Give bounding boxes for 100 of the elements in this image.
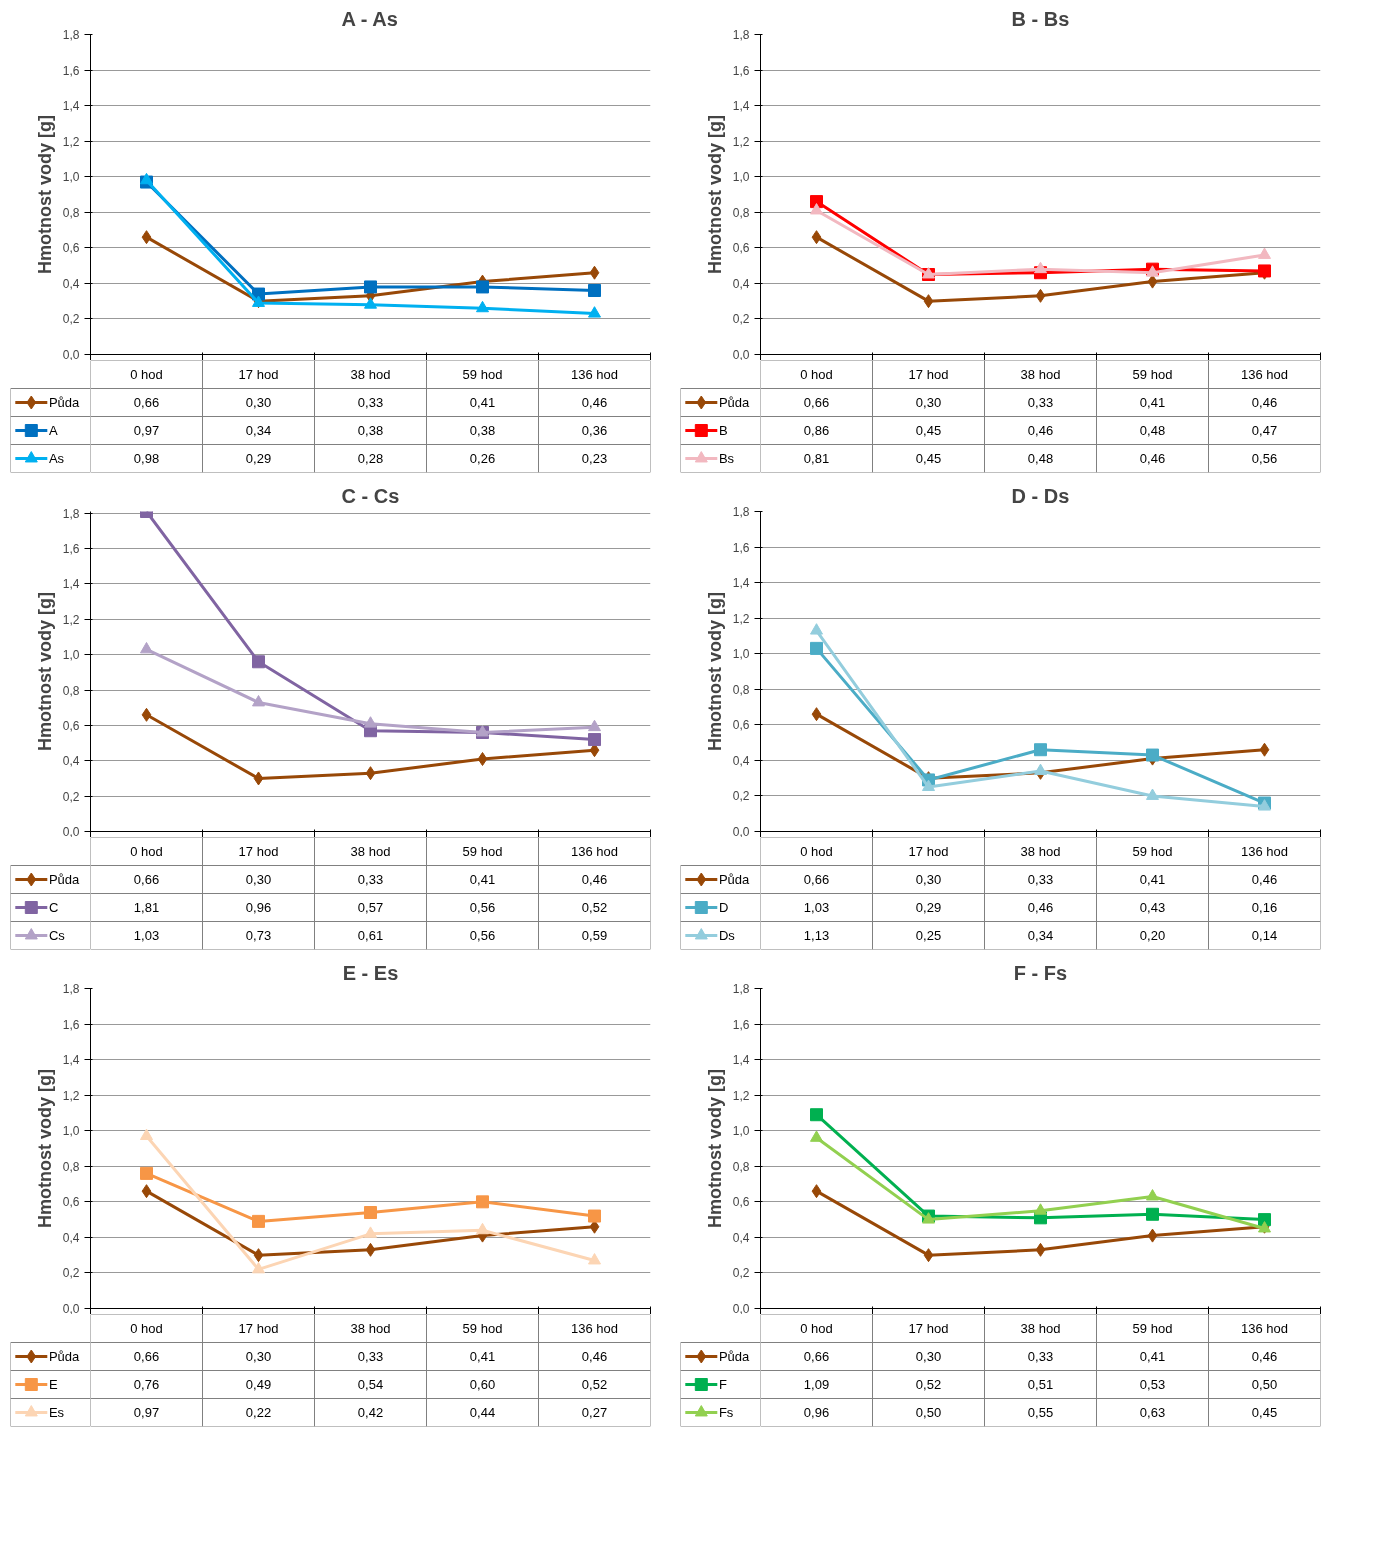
y-tick-label: 0,2 bbox=[732, 1266, 750, 1281]
data-label: 0,61 bbox=[357, 928, 384, 943]
data-label: 0,46 bbox=[1251, 395, 1278, 410]
chart-title: B - Bs bbox=[1011, 7, 1070, 30]
y-tick-label: 1,0 bbox=[732, 647, 750, 662]
x-tick-label: 0 hod bbox=[800, 367, 833, 382]
data-label: 0,14 bbox=[1251, 928, 1278, 943]
y-tick-label: 0,8 bbox=[732, 682, 750, 697]
data-label: 0,30 bbox=[245, 872, 272, 887]
data-label: 0,56 bbox=[1251, 451, 1278, 466]
x-tick-label: 59 hod bbox=[1132, 844, 1173, 859]
data-label: 0,46 bbox=[581, 872, 608, 887]
data-label: 0,66 bbox=[803, 872, 830, 887]
data-label: 0,30 bbox=[245, 395, 272, 410]
data-label: 1,13 bbox=[803, 928, 830, 943]
data-label: 0,45 bbox=[915, 423, 942, 438]
legend-label: Bs bbox=[718, 451, 735, 466]
x-tick-label: 38 hod bbox=[1020, 1321, 1061, 1336]
data-label: 0,49 bbox=[245, 1377, 272, 1392]
data-label: 0,56 bbox=[469, 900, 496, 915]
x-tick-label: 0 hod bbox=[130, 367, 163, 382]
chart-title: E - Es bbox=[342, 961, 399, 984]
data-label: 0,41 bbox=[1139, 872, 1166, 887]
data-label: 0,73 bbox=[245, 928, 272, 943]
y-tick-label: 1,0 bbox=[62, 1124, 80, 1139]
data-label: 0,96 bbox=[245, 900, 272, 915]
x-tick-label: 0 hod bbox=[800, 844, 833, 859]
data-label: 0,76 bbox=[133, 1377, 160, 1392]
data-label: 0,46 bbox=[1251, 1349, 1278, 1364]
legend-label: Es bbox=[48, 1405, 65, 1420]
data-label: 0,30 bbox=[245, 1349, 272, 1364]
x-tick-label: 17 hod bbox=[238, 1321, 279, 1336]
chart-title: D - Ds bbox=[1011, 484, 1070, 507]
y-tick-label: 0,8 bbox=[62, 683, 80, 698]
x-tick-label: 136 hod bbox=[1241, 844, 1288, 859]
data-label: 0,30 bbox=[915, 872, 942, 887]
data-label: 0,41 bbox=[1139, 1349, 1166, 1364]
data-label: 0,29 bbox=[915, 900, 942, 915]
y-axis-title: Hmotnost vody [g] bbox=[704, 591, 725, 751]
data-label: 0,23 bbox=[581, 451, 608, 466]
y-tick-label: 0,2 bbox=[62, 1266, 80, 1281]
x-tick-label: 136 hod bbox=[571, 1321, 618, 1336]
y-tick-label: 1,8 bbox=[62, 982, 80, 996]
data-label: 0,59 bbox=[581, 928, 608, 943]
data-label: 0,66 bbox=[133, 395, 160, 410]
x-tick-label: 38 hod bbox=[1020, 844, 1061, 859]
data-label: 0,63 bbox=[1139, 1405, 1166, 1420]
data-label: 0,60 bbox=[469, 1377, 496, 1392]
x-tick-label: 0 hod bbox=[130, 1321, 163, 1336]
chart-title: A - As bbox=[341, 7, 398, 30]
data-label: 1,09 bbox=[803, 1377, 830, 1392]
y-tick-label: 1,2 bbox=[62, 612, 80, 627]
data-label: 0,46 bbox=[1027, 900, 1054, 915]
x-tick-label: 38 hod bbox=[350, 367, 391, 382]
data-label: 0,54 bbox=[357, 1377, 384, 1392]
data-label: 0,22 bbox=[245, 1405, 272, 1420]
x-tick-label: 17 hod bbox=[908, 1321, 949, 1336]
data-label: 0,81 bbox=[803, 451, 830, 466]
data-label: 0,33 bbox=[357, 872, 384, 887]
y-tick-label: 0,4 bbox=[732, 753, 750, 768]
data-label: 0,52 bbox=[915, 1377, 942, 1392]
y-tick-label: 1,2 bbox=[732, 1088, 750, 1103]
y-tick-label: 0,6 bbox=[732, 1195, 750, 1210]
data-label: 0,33 bbox=[1027, 395, 1054, 410]
y-tick-label: 1,6 bbox=[732, 1017, 750, 1032]
data-label: 0,66 bbox=[803, 1349, 830, 1364]
data-label: 0,50 bbox=[1251, 1377, 1278, 1392]
legend-label: As bbox=[48, 451, 65, 466]
data-label: 0,48 bbox=[1027, 451, 1054, 466]
x-tick-label: 59 hod bbox=[462, 1321, 503, 1336]
data-label: 0,45 bbox=[915, 451, 942, 466]
y-tick-label: 0,2 bbox=[732, 789, 750, 804]
data-label: 0,33 bbox=[1027, 1349, 1054, 1364]
y-tick-label: 1,6 bbox=[62, 63, 80, 78]
data-label: 0,55 bbox=[1027, 1405, 1054, 1420]
y-tick-label: 0,0 bbox=[62, 348, 80, 362]
y-tick-label: 0,2 bbox=[62, 312, 80, 327]
data-label: 1,03 bbox=[803, 900, 830, 915]
y-tick-label: 0,4 bbox=[732, 276, 750, 291]
y-axis-title: Hmotnost vody [g] bbox=[34, 114, 55, 274]
data-label: 0,41 bbox=[469, 1349, 496, 1364]
data-label: 0,53 bbox=[1139, 1377, 1166, 1392]
x-tick-label: 38 hod bbox=[350, 1321, 391, 1336]
x-tick-label: 0 hod bbox=[130, 844, 163, 859]
y-tick-label: 0,6 bbox=[732, 241, 750, 256]
data-label: 0,66 bbox=[133, 1349, 160, 1364]
data-label: 0,46 bbox=[581, 1349, 608, 1364]
y-tick-label: 0,6 bbox=[62, 718, 80, 733]
y-tick-label: 1,6 bbox=[62, 1017, 80, 1032]
data-label: 0,30 bbox=[915, 395, 942, 410]
data-label: 0,41 bbox=[469, 395, 496, 410]
y-tick-label: 0,0 bbox=[732, 1302, 750, 1316]
data-label: 0,48 bbox=[1139, 423, 1166, 438]
data-label: 0,97 bbox=[133, 1405, 160, 1420]
data-label: 0,66 bbox=[133, 872, 160, 887]
x-tick-label: 59 hod bbox=[462, 367, 503, 382]
x-tick-label: 59 hod bbox=[1132, 367, 1173, 382]
data-label: 0,56 bbox=[469, 928, 496, 943]
data-label: 0,33 bbox=[1027, 872, 1054, 887]
y-axis-title: Hmotnost vody [g] bbox=[34, 1068, 55, 1228]
